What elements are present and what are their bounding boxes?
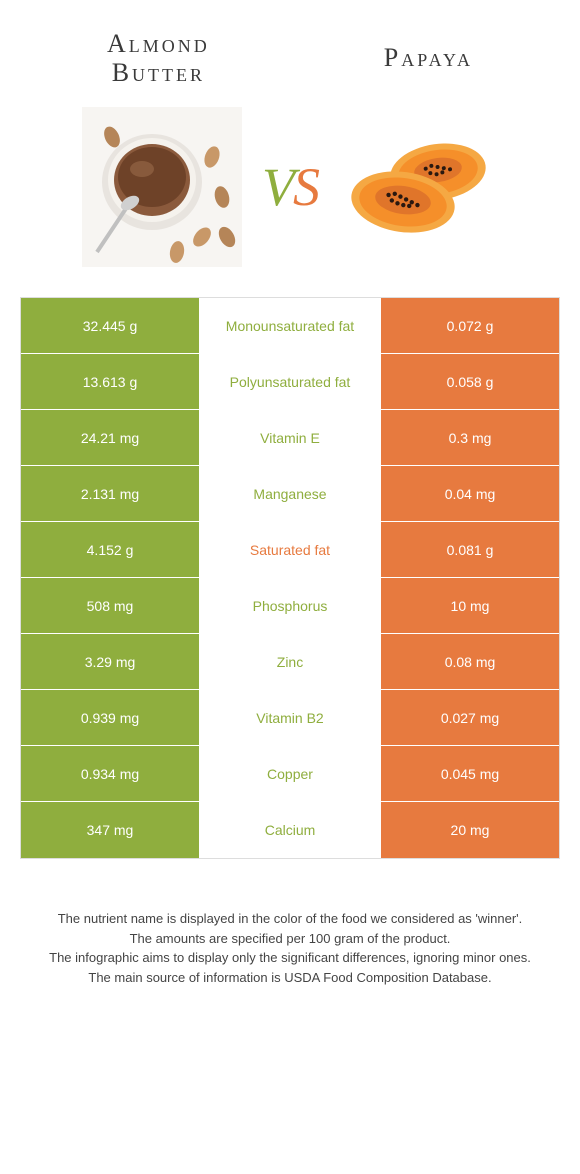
papaya-image <box>338 107 498 267</box>
nutrient-label-cell: Phosphorus <box>199 578 381 633</box>
right-value-cell: 10 mg <box>381 578 559 633</box>
table-row: 24.21 mgVitamin E0.3 mg <box>21 410 559 466</box>
table-row: 32.445 gMonounsaturated fat0.072 g <box>21 298 559 354</box>
left-value-cell: 24.21 mg <box>21 410 199 465</box>
table-row: 4.152 gSaturated fat0.081 g <box>21 522 559 578</box>
table-row: 0.934 mgCopper0.045 mg <box>21 746 559 802</box>
nutrient-label-cell: Saturated fat <box>199 522 381 577</box>
right-value-cell: 0.072 g <box>381 298 559 353</box>
left-food-title: Almond Butter <box>107 30 210 87</box>
right-value-cell: 0.045 mg <box>381 746 559 801</box>
table-row: 2.131 mgManganese0.04 mg <box>21 466 559 522</box>
table-row: 13.613 gPolyunsaturated fat0.058 g <box>21 354 559 410</box>
vs-s: S <box>293 157 318 217</box>
table-row: 508 mgPhosphorus10 mg <box>21 578 559 634</box>
nutrient-label-cell: Calcium <box>199 802 381 858</box>
title-line1: Almond <box>107 29 210 58</box>
left-value-cell: 0.939 mg <box>21 690 199 745</box>
nutrient-label-cell: Manganese <box>199 466 381 521</box>
right-value-cell: 0.08 mg <box>381 634 559 689</box>
footer-line: The nutrient name is displayed in the co… <box>30 909 550 929</box>
table-row: 3.29 mgZinc0.08 mg <box>21 634 559 690</box>
left-value-cell: 3.29 mg <box>21 634 199 689</box>
vs-label: VS <box>262 156 318 218</box>
right-value-cell: 0.04 mg <box>381 466 559 521</box>
nutrient-label-cell: Monounsaturated fat <box>199 298 381 353</box>
table-row: 347 mgCalcium20 mg <box>21 802 559 858</box>
left-value-cell: 347 mg <box>21 802 199 858</box>
right-food-title: Papaya <box>384 44 473 73</box>
right-value-cell: 0.081 g <box>381 522 559 577</box>
right-value-cell: 20 mg <box>381 802 559 858</box>
right-value-cell: 0.3 mg <box>381 410 559 465</box>
footer-line: The amounts are specified per 100 gram o… <box>30 929 550 949</box>
right-value-cell: 0.027 mg <box>381 690 559 745</box>
title-line2: Butter <box>112 58 205 87</box>
nutrient-label-cell: Vitamin E <box>199 410 381 465</box>
footer-notes: The nutrient name is displayed in the co… <box>0 859 580 1027</box>
almond-butter-image <box>82 107 242 267</box>
footer-line: The main source of information is USDA F… <box>30 968 550 988</box>
footer-line: The infographic aims to display only the… <box>30 948 550 968</box>
left-value-cell: 4.152 g <box>21 522 199 577</box>
nutrient-label-cell: Polyunsaturated fat <box>199 354 381 409</box>
table-row: 0.939 mgVitamin B20.027 mg <box>21 690 559 746</box>
header: Almond Butter Papaya <box>0 0 580 107</box>
nutrient-label-cell: Vitamin B2 <box>199 690 381 745</box>
nutrient-label-cell: Zinc <box>199 634 381 689</box>
vs-v: V <box>262 157 293 217</box>
images-row: VS <box>0 107 580 297</box>
nutrient-table: 32.445 gMonounsaturated fat0.072 g13.613… <box>20 297 560 859</box>
right-value-cell: 0.058 g <box>381 354 559 409</box>
left-value-cell: 32.445 g <box>21 298 199 353</box>
left-value-cell: 508 mg <box>21 578 199 633</box>
nutrient-label-cell: Copper <box>199 746 381 801</box>
left-value-cell: 2.131 mg <box>21 466 199 521</box>
left-value-cell: 13.613 g <box>21 354 199 409</box>
left-value-cell: 0.934 mg <box>21 746 199 801</box>
